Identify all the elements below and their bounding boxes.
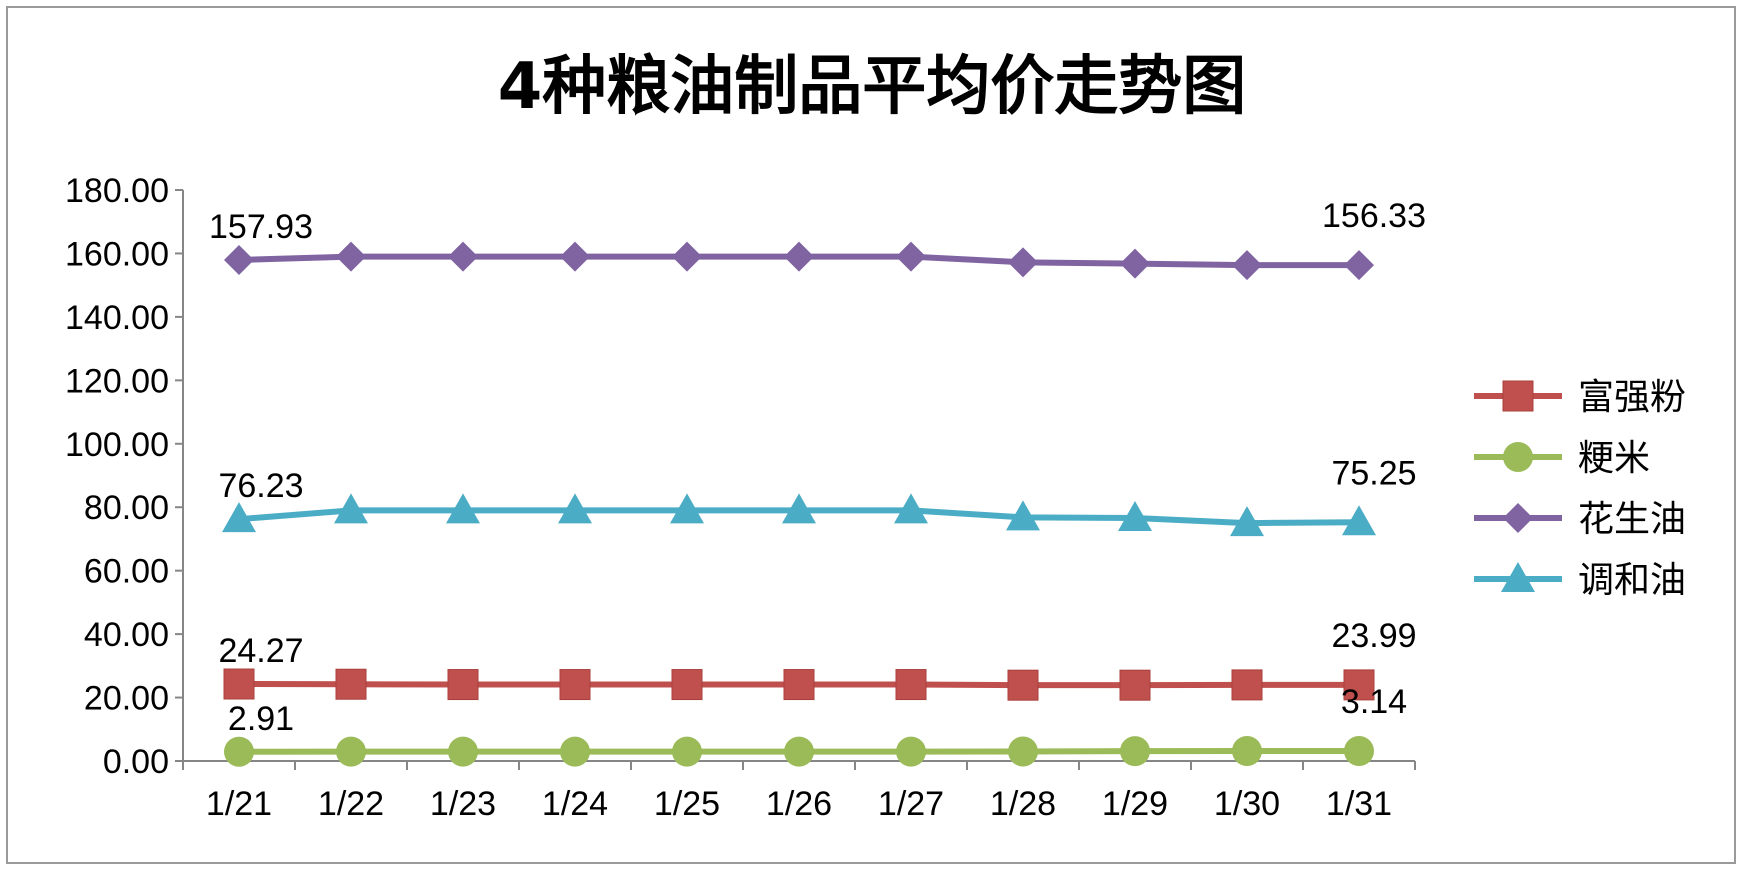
legend-label: 花生油 — [1578, 499, 1686, 540]
series-1 — [223, 668, 1375, 701]
data-label: 3.14 — [1341, 683, 1407, 721]
x-tick-label: 1/31 — [1326, 785, 1392, 823]
x-tick-label: 1/25 — [654, 785, 720, 823]
legend-marker — [1503, 442, 1533, 472]
data-labels: 24.27 23.99 2.91 3.14 157.93 156.33 76.23 75.25 — [209, 197, 1426, 738]
data-point — [782, 493, 816, 524]
y-tick-label: 180.00 — [65, 172, 169, 210]
x-tick-label: 1/28 — [990, 785, 1056, 823]
y-tick-label: 120.00 — [65, 362, 169, 400]
data-label: 24.27 — [218, 632, 303, 670]
data-point — [335, 668, 367, 700]
series-2 — [224, 736, 1374, 767]
y-tick-label: 60.00 — [84, 553, 169, 591]
data-point — [1120, 736, 1150, 767]
series-4 — [222, 493, 1376, 537]
data-point — [222, 502, 256, 533]
data-point — [558, 493, 592, 524]
data-point — [670, 493, 704, 524]
data-point — [1230, 506, 1264, 537]
data-point — [1006, 500, 1040, 531]
legend-item: 花生油 — [1474, 499, 1686, 540]
data-point — [1120, 248, 1150, 279]
legend-marker — [1502, 380, 1534, 412]
y-tick-label: 80.00 — [84, 489, 169, 527]
data-point — [671, 669, 703, 701]
data-point — [224, 245, 254, 276]
data-point — [1008, 247, 1038, 278]
data-label: 23.99 — [1331, 617, 1416, 655]
legend-marker — [1501, 562, 1535, 592]
data-point — [223, 668, 255, 700]
x-tick-label: 1/24 — [542, 785, 608, 823]
data-point — [784, 241, 814, 272]
y-tick-label: 140.00 — [65, 299, 169, 337]
data-point — [560, 736, 590, 767]
x-tick-label: 1/26 — [766, 785, 832, 823]
data-point — [1343, 669, 1375, 701]
data-label: 156.33 — [1322, 197, 1426, 235]
data-point — [1344, 736, 1374, 767]
data-point — [336, 736, 366, 767]
data-point — [1232, 736, 1262, 767]
series-group — [222, 241, 1376, 767]
data-point — [894, 493, 928, 524]
legend-item: 富强粉 — [1474, 377, 1686, 418]
axes: 0.00 20.00 40.00 60.00 80.00 100.00 120.00 140.… — [65, 172, 1416, 823]
data-point — [1342, 505, 1376, 536]
x-tick-label: 1/23 — [430, 785, 496, 823]
data-point — [1232, 250, 1262, 281]
data-point — [1118, 501, 1152, 532]
data-point — [336, 241, 366, 272]
legend-item: 调和油 — [1474, 560, 1686, 601]
data-point — [896, 736, 926, 767]
data-point — [560, 241, 590, 272]
data-point — [672, 241, 702, 272]
data-point — [1008, 736, 1038, 767]
data-point — [448, 241, 478, 272]
x-tick-label: 1/30 — [1214, 785, 1280, 823]
y-tick-label: 20.00 — [84, 680, 169, 718]
legend-item: 粳米 — [1474, 438, 1650, 479]
data-point — [783, 669, 815, 701]
data-point — [447, 669, 479, 701]
x-tick-label: 1/27 — [878, 785, 944, 823]
data-point — [448, 736, 478, 767]
data-point — [559, 669, 591, 701]
legend-marker — [1503, 503, 1533, 533]
data-point — [334, 493, 368, 524]
data-label: 75.25 — [1331, 454, 1416, 492]
y-tick-label: 160.00 — [65, 235, 169, 273]
data-point — [672, 736, 702, 767]
x-tick-label: 1/22 — [318, 785, 384, 823]
y-tick-label: 0.00 — [103, 743, 169, 781]
data-point — [1119, 669, 1151, 701]
chart-title: 4种粮油制品平均价走势图 — [498, 50, 1247, 124]
data-point — [896, 241, 926, 272]
data-point — [784, 736, 814, 767]
data-point — [1231, 669, 1263, 701]
y-tick-label: 100.00 — [65, 426, 169, 464]
legend-label: 富强粉 — [1578, 377, 1686, 418]
series-3 — [224, 241, 1374, 281]
x-tick-label: 1/21 — [206, 785, 272, 823]
data-point — [895, 669, 927, 701]
legend-label: 粳米 — [1578, 438, 1650, 479]
y-tick-label: 40.00 — [84, 616, 169, 654]
chart-frame — [6, 6, 1736, 864]
data-point — [446, 493, 480, 524]
data-label: 2.91 — [228, 700, 294, 738]
data-label: 157.93 — [209, 208, 313, 246]
data-point — [1007, 669, 1039, 701]
data-point — [224, 736, 254, 767]
x-tick-label: 1/29 — [1102, 785, 1168, 823]
legend-label: 调和油 — [1578, 560, 1686, 601]
data-point — [1344, 250, 1374, 281]
data-label: 76.23 — [218, 467, 303, 505]
